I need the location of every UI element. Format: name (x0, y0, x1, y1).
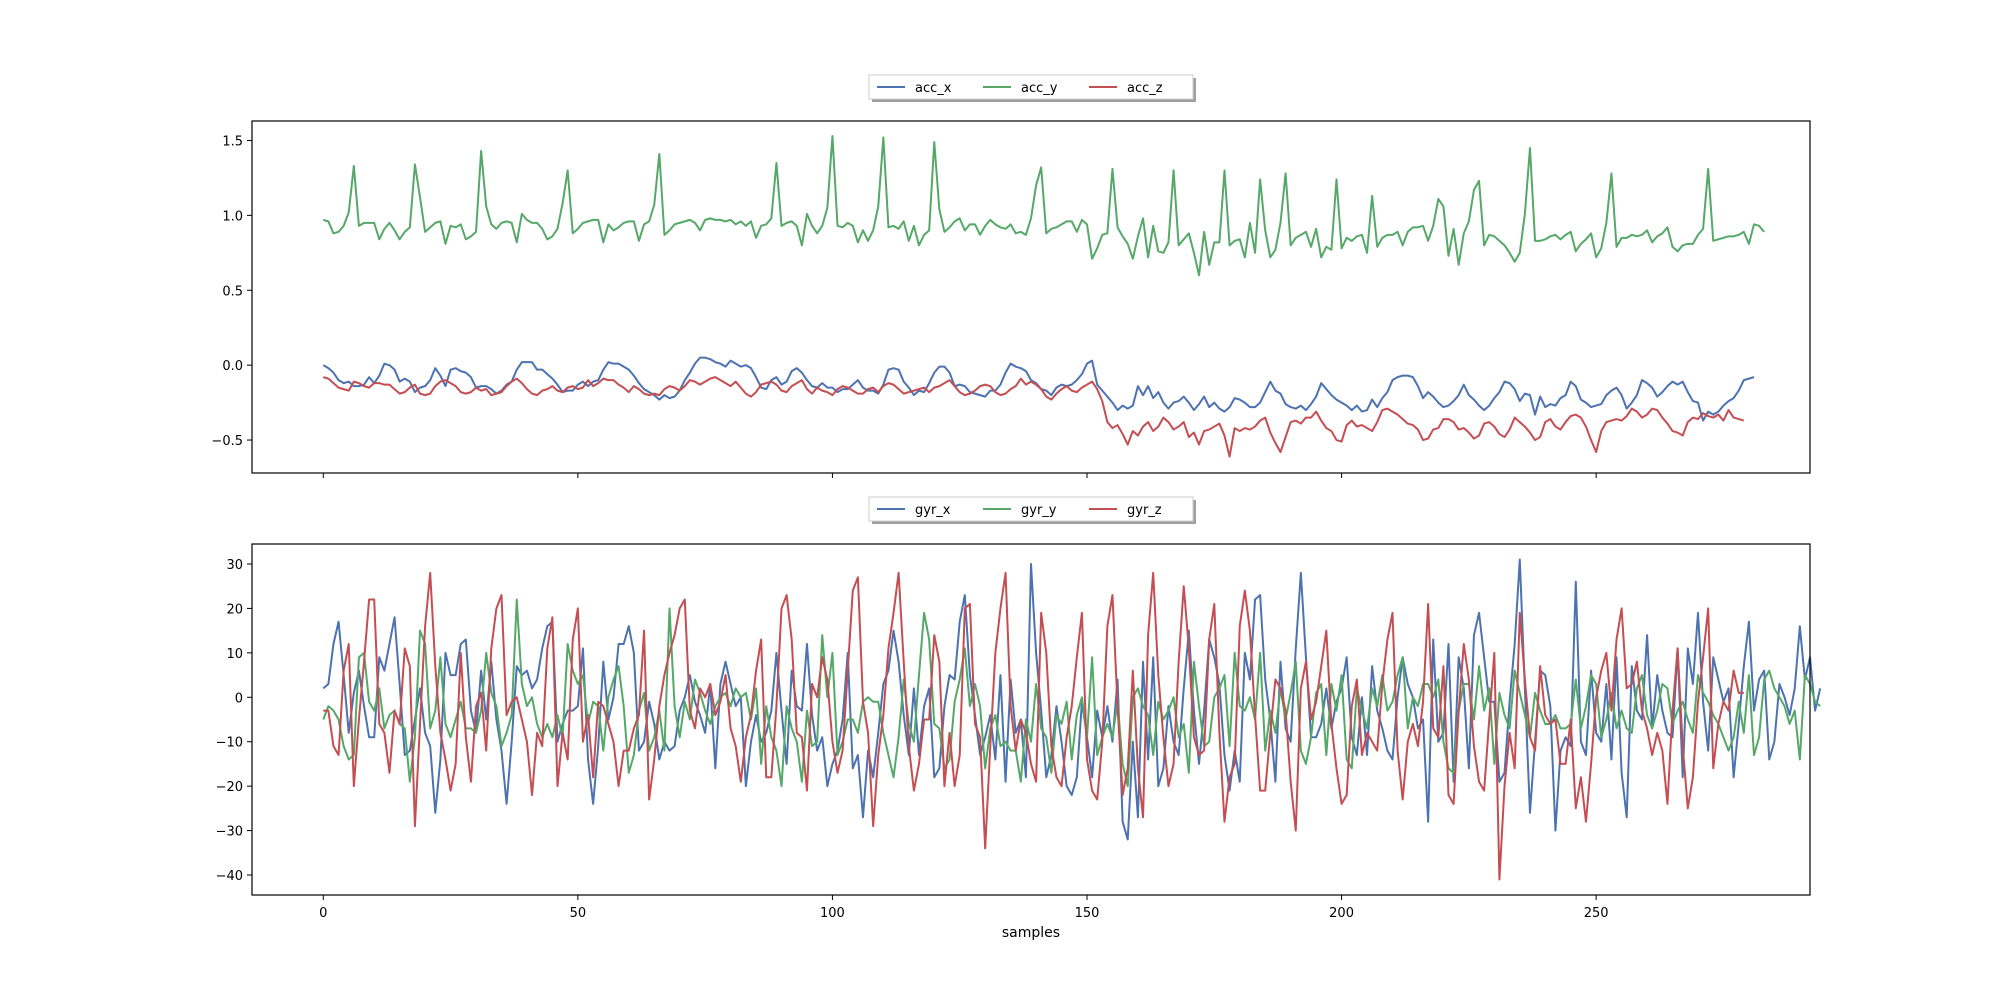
y-tick-label: −40 (216, 869, 243, 884)
x-tick-label: 50 (570, 906, 587, 921)
y-tick-label: 30 (226, 558, 243, 573)
x-axis-label: samples (1002, 925, 1060, 941)
legend-label: gyr_z (1127, 503, 1162, 518)
x-tick-label: 200 (1329, 906, 1354, 921)
series-line-gyr-z (323, 571, 1744, 881)
legend-box (868, 496, 1194, 522)
y-tick-label: 0 (235, 691, 243, 706)
y-tick-label: 0.0 (222, 359, 243, 374)
legend-label: acc_y (1021, 81, 1058, 96)
x-tick-label: 100 (820, 906, 845, 921)
axes-frame (251, 120, 1811, 474)
y-tick-label: 20 (226, 602, 243, 617)
legend-box (868, 74, 1194, 100)
y-tick-label: 10 (226, 647, 243, 662)
x-tick-label: 0 (319, 906, 327, 921)
series-line-gyr-x (322, 558, 1822, 841)
legend-label: acc_x (915, 81, 952, 96)
x-tick-label: 150 (1075, 906, 1100, 921)
gyr-subplot: 0 50 100 150 200 250 −40 −30 −20 −10 0 10 20 30 sample… (216, 496, 1822, 941)
legend-label: gyr_x (915, 503, 951, 518)
axes-frame (251, 543, 1811, 896)
y-tick-label: −0.5 (211, 434, 243, 449)
legend: acc_x acc_y acc_z (868, 74, 1196, 102)
y-tick-label: 1.5 (222, 134, 243, 149)
acc-subplot: −0.5 0.0 0.5 1.0 1.5 acc_x acc_y acc_z (211, 74, 1811, 478)
y-tick-label: −30 (216, 825, 243, 840)
x-tick-label: 250 (1584, 906, 1609, 921)
y-tick-label: 0.5 (222, 284, 243, 299)
series-line-acc-z (322, 376, 1745, 458)
y-tick-label: −10 (216, 736, 243, 751)
series-line-acc-y (322, 134, 1765, 277)
legend-label: gyr_y (1021, 503, 1057, 518)
y-tick-label: −20 (216, 780, 243, 795)
legend-label: acc_z (1127, 81, 1163, 96)
legend: gyr_x gyr_y gyr_z (868, 496, 1196, 524)
y-tick-label: 1.0 (222, 209, 243, 224)
